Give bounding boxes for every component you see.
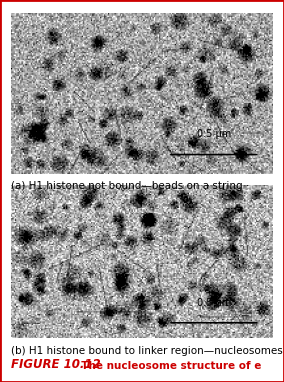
- Text: 0.5 μm: 0.5 μm: [197, 298, 231, 308]
- Text: (a) H1 histone not bound—beads on a string: (a) H1 histone not bound—beads on a stri…: [11, 181, 243, 191]
- Text: FIGURE 10.12: FIGURE 10.12: [11, 358, 101, 371]
- Text: (b) H1 histone bound to linker region—nucleosomes mor⁥: (b) H1 histone bound to linker region—nu…: [11, 346, 284, 356]
- Text: 0.5 μm: 0.5 μm: [197, 128, 231, 139]
- Text: The nucleosome structure of e: The nucleosome structure of e: [74, 361, 261, 371]
